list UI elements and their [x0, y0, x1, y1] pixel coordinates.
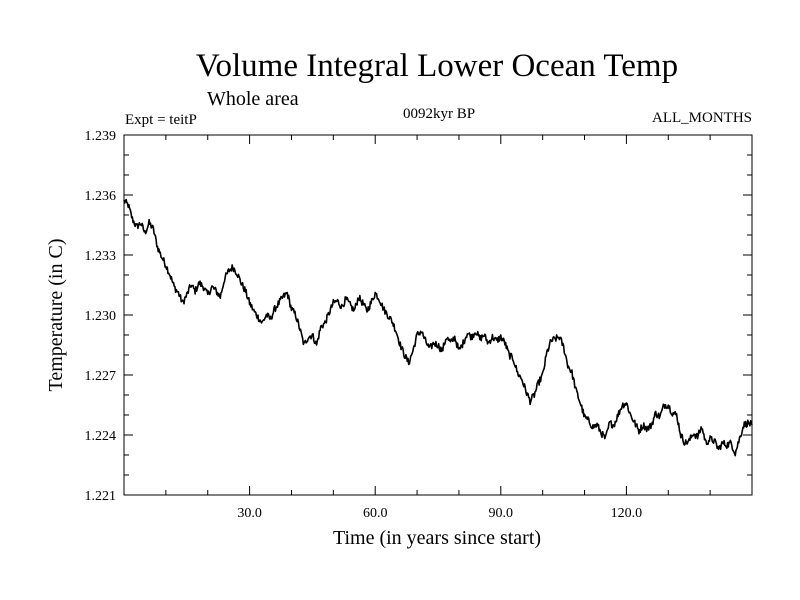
period-label: 0092kyr BP	[403, 106, 475, 122]
y-tick-label: 1.230	[85, 309, 117, 324]
tick-marks	[124, 134, 752, 496]
y-tick-label: 1.227	[85, 369, 117, 384]
series-layer	[123, 198, 753, 457]
plot-frame	[123, 134, 753, 496]
x-tick-label: 60.0	[363, 506, 388, 521]
y-tick-label: 1.221	[85, 489, 117, 504]
x-tick-label: 90.0	[489, 506, 514, 521]
months-label: ALL_MONTHS	[652, 110, 752, 126]
chart-subtitle: Whole area	[207, 88, 299, 110]
series-line	[123, 198, 753, 457]
experiment-label: Expt = teitP	[125, 112, 197, 128]
y-tick-label: 1.224	[85, 429, 117, 444]
tick-labels: 1.221 1.224 1.227 1.230 1.233 1.236 1.239 30.0 6…	[85, 129, 643, 521]
x-tick-label: 120.0	[611, 506, 643, 521]
chart-title: Volume Integral Lower Ocean Temp	[196, 48, 678, 84]
x-axis-label: Time (in years since start)	[333, 527, 541, 549]
y-axis-label: Temperature (in C)	[45, 239, 67, 392]
axes	[123, 134, 753, 496]
y-tick-label: 1.233	[85, 249, 117, 264]
x-tick-label: 30.0	[237, 506, 262, 521]
y-tick-label: 1.239	[85, 129, 117, 144]
y-tick-label: 1.236	[85, 189, 117, 204]
